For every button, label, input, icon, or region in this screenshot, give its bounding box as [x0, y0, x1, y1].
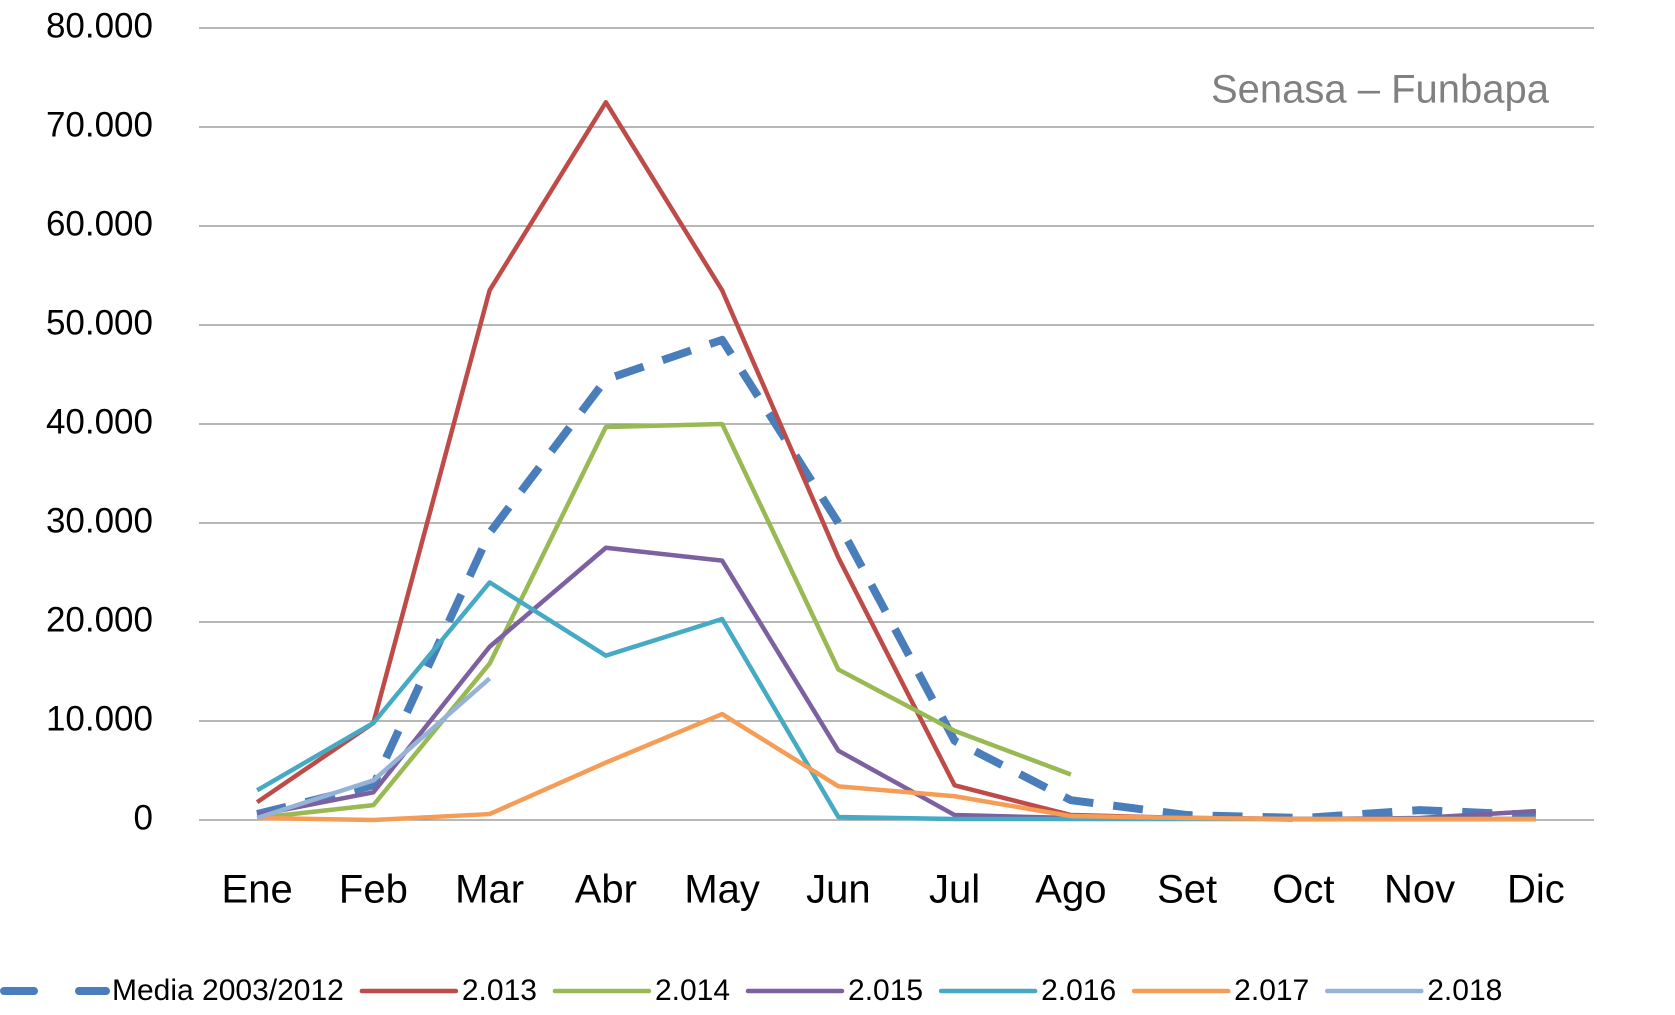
legend-label: 2.017 — [1234, 974, 1309, 1007]
x-tick-label: Dic — [1507, 868, 1565, 912]
series-line — [256, 335, 1537, 823]
legend-label: 2.018 — [1427, 974, 1502, 1007]
x-tick-label: Nov — [1384, 868, 1455, 912]
annotation: Senasa – Funbapa — [1211, 68, 1550, 112]
y-tick-label: 20.000 — [46, 600, 153, 639]
y-tick-label: 40.000 — [46, 402, 153, 441]
legend-label: 2.016 — [1041, 974, 1116, 1007]
legend-label: 2.013 — [462, 974, 537, 1007]
x-tick-label: Feb — [339, 868, 408, 912]
series-line — [256, 545, 1537, 822]
series-line — [256, 676, 492, 821]
x-tick-label: Set — [1157, 868, 1217, 912]
x-tick-label: Ago — [1035, 868, 1106, 912]
x-tick-label: Abr — [575, 868, 637, 912]
legend-label: Media 2003/2012 — [112, 974, 344, 1007]
x-tick-label: Ene — [222, 868, 293, 912]
y-tick-label: 10.000 — [46, 699, 153, 738]
x-tick-label: May — [684, 868, 760, 912]
x-tick-label: Mar — [455, 868, 524, 912]
y-tick-label: 50.000 — [46, 303, 153, 342]
y-tick-label: 60.000 — [46, 204, 153, 243]
y-tick-label: 80.000 — [46, 6, 153, 45]
series-line — [256, 421, 1072, 821]
y-tick-label: 70.000 — [46, 105, 153, 144]
x-tick-label: Jul — [929, 868, 980, 912]
x-tick-label: Oct — [1272, 868, 1334, 912]
series-line — [257, 711, 1536, 823]
y-tick-label: 0 — [134, 798, 153, 837]
y-tick-label: 30.000 — [46, 501, 153, 540]
legend-label: 2.015 — [848, 974, 923, 1007]
x-tick-label: Jun — [806, 868, 871, 912]
legend-label: 2.014 — [655, 974, 730, 1007]
